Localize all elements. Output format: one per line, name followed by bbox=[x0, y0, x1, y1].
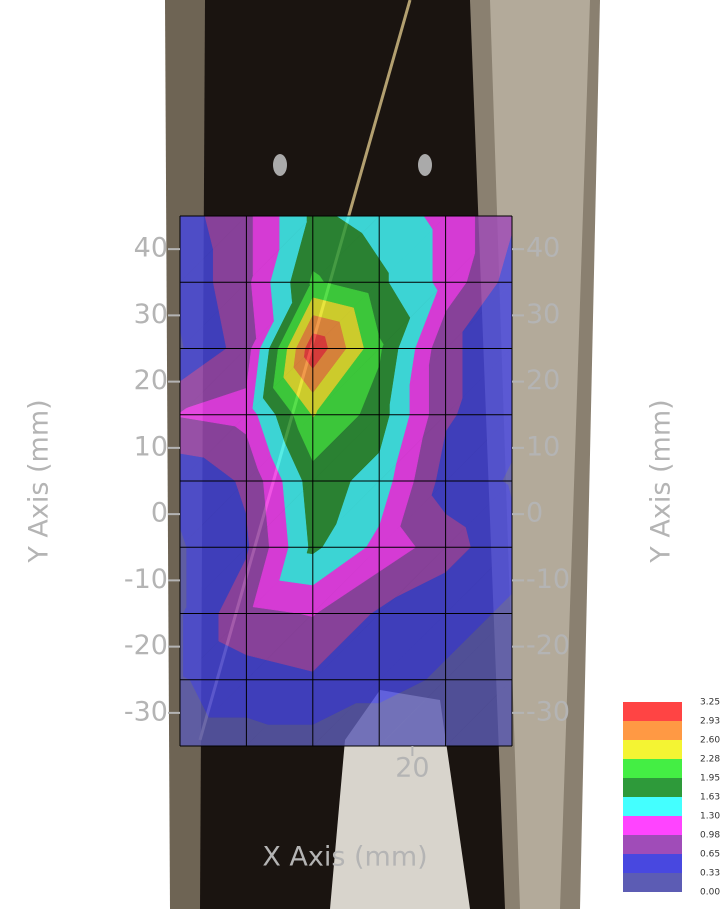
legend-swatch bbox=[623, 702, 682, 721]
y2-axis-label: Y Axis (mm) bbox=[646, 399, 677, 563]
legend-label: 2.93 bbox=[700, 717, 720, 727]
y2-tick-label: -20 bbox=[526, 630, 570, 661]
y-tick-label: -20 bbox=[124, 630, 168, 661]
y-tick-label: 40 bbox=[134, 233, 168, 264]
legend-swatch bbox=[623, 854, 682, 873]
legend-label: 2.28 bbox=[700, 755, 720, 765]
legend-swatch bbox=[623, 835, 682, 854]
y2-tick-label: 30 bbox=[526, 299, 560, 330]
y-tick-label: 20 bbox=[134, 365, 168, 396]
y-axis-label: Y Axis (mm) bbox=[24, 399, 55, 563]
legend-swatch bbox=[623, 721, 682, 740]
legend-label: 1.30 bbox=[700, 812, 720, 822]
legend-label: 0.33 bbox=[700, 869, 720, 879]
legend-swatch bbox=[623, 740, 682, 759]
legend-label: 0.65 bbox=[700, 850, 720, 860]
legend-label: 3.25 bbox=[700, 698, 720, 708]
legend-label: 0.00 bbox=[700, 888, 720, 898]
y2-tick-label: -10 bbox=[526, 564, 570, 595]
legend-swatch bbox=[623, 797, 682, 816]
y2-tick-label: 20 bbox=[526, 365, 560, 396]
y2-tick-label: -30 bbox=[526, 696, 570, 727]
legend-label: 1.63 bbox=[700, 793, 720, 803]
y-tick-label: -10 bbox=[124, 564, 168, 595]
y-tick-label: 10 bbox=[134, 431, 168, 462]
legend-label: 2.60 bbox=[700, 736, 720, 746]
contour-area bbox=[179, 215, 513, 747]
y-tick-label: 30 bbox=[134, 299, 168, 330]
legend-swatch bbox=[623, 759, 682, 778]
contour-band bbox=[246, 215, 254, 283]
y2-tick-label: 40 bbox=[526, 233, 560, 264]
legend-swatch bbox=[623, 816, 682, 835]
y2-tick-label: 0 bbox=[526, 498, 543, 529]
x-tick-label: 20 bbox=[395, 753, 429, 784]
legend-swatch bbox=[623, 873, 682, 892]
y-tick-label: -30 bbox=[124, 696, 168, 727]
legend-swatch bbox=[623, 778, 682, 797]
legend-label: 1.95 bbox=[700, 774, 720, 784]
x-axis-label: X Axis (mm) bbox=[262, 842, 427, 873]
y-tick-label: 0 bbox=[151, 498, 168, 529]
y2-tick-label: 10 bbox=[526, 431, 560, 462]
legend-label: 0.98 bbox=[700, 831, 720, 841]
contour-band bbox=[179, 547, 187, 615]
grid bbox=[179, 215, 513, 747]
